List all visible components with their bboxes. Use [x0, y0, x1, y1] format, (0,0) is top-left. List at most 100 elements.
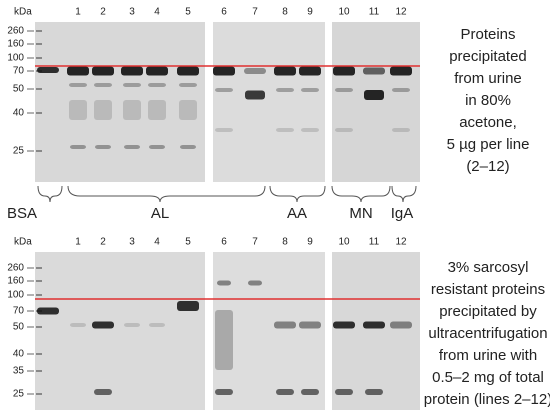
ladder-band — [36, 353, 42, 355]
caption-line: acetone, — [459, 114, 517, 131]
gel-segment — [213, 22, 325, 182]
caption-line: from urine with — [439, 347, 537, 364]
ladder-band — [36, 280, 42, 282]
lane-number: 6 — [221, 7, 227, 18]
gel-band — [123, 83, 141, 87]
gel-band — [333, 321, 355, 329]
gel-band — [149, 145, 165, 149]
lane-number: 1 — [75, 7, 81, 18]
gel-band — [94, 100, 112, 120]
lane-number: 8 — [282, 7, 288, 18]
caption-line: resistant proteins — [431, 281, 545, 298]
gel-band — [213, 66, 235, 76]
brace — [391, 185, 417, 203]
gel-band — [37, 307, 59, 315]
mw-marker: 50 — [13, 84, 25, 95]
mw-marker: 70 — [13, 66, 25, 77]
lane-number: 12 — [395, 7, 407, 18]
gel-band — [333, 66, 355, 76]
caption-line: from urine — [454, 70, 522, 87]
gel-band — [121, 66, 143, 76]
gel-band — [179, 100, 197, 120]
gel-band — [299, 321, 321, 329]
mw-marker: 70 — [13, 306, 25, 317]
ladder-band — [36, 150, 42, 152]
ladder-band — [36, 30, 42, 32]
gel-band — [301, 88, 319, 92]
caption-line: precipitated — [449, 48, 527, 65]
gel-band — [335, 88, 353, 92]
gel-band — [390, 66, 412, 76]
gel-band — [92, 66, 114, 76]
mw-marker: 25 — [13, 389, 25, 400]
lane-number: 8 — [282, 237, 288, 248]
lane-number: 4 — [154, 237, 160, 248]
group-label: AA — [287, 205, 307, 222]
gel-band — [94, 83, 112, 87]
mw-marker: 40 — [13, 108, 25, 119]
gel-band — [215, 310, 233, 370]
gel-band — [390, 321, 412, 329]
mw-marker: 40 — [13, 349, 25, 360]
lane-number: 9 — [307, 237, 313, 248]
gel-band — [245, 90, 265, 100]
lane-number: 5 — [185, 7, 191, 18]
gel-band — [215, 88, 233, 92]
lane-number: 10 — [338, 7, 350, 18]
brace — [269, 185, 326, 203]
caption-line: in 80% — [465, 92, 511, 109]
lane-number: 5 — [185, 237, 191, 248]
gel-band — [67, 66, 89, 76]
ladder-band — [36, 370, 42, 372]
gel-band — [276, 389, 294, 395]
gel-band — [274, 66, 296, 76]
caption-line: 3% sarcosyl — [448, 259, 529, 276]
group-braces — [37, 185, 417, 203]
gel-band — [70, 145, 86, 149]
caption-line: ultracentrifugation — [428, 325, 547, 342]
lane-number: 10 — [338, 237, 350, 248]
gel-band — [215, 128, 233, 132]
gel-band — [215, 389, 233, 395]
kda-label: kDa — [14, 237, 32, 248]
gel-band — [149, 323, 165, 327]
group-label: MN — [349, 205, 372, 222]
lane-number: 7 — [252, 7, 258, 18]
mw-marker: 100 — [7, 53, 24, 64]
caption-line: precipitated by — [439, 303, 537, 320]
lane-number: 3 — [129, 7, 135, 18]
gel-band — [392, 128, 410, 132]
brace — [37, 185, 63, 203]
gel-band — [217, 280, 231, 286]
mw-marker: 35 — [13, 366, 25, 377]
ladder-band — [36, 393, 42, 395]
gel-band — [37, 67, 59, 73]
gel-segment — [35, 22, 205, 182]
group-label: AL — [151, 205, 169, 222]
gel-band — [177, 66, 199, 76]
lane-number: 11 — [369, 7, 380, 18]
caption-line: 5 µg per line — [447, 136, 530, 153]
brace — [331, 185, 391, 203]
lane-number: 2 — [100, 237, 106, 248]
gel-band — [148, 83, 166, 87]
gel-band — [392, 88, 410, 92]
lane-number: 3 — [129, 237, 135, 248]
lane-number: 6 — [221, 237, 227, 248]
group-label: BSA — [7, 205, 37, 222]
lane-number: 9 — [307, 7, 313, 18]
mw-marker: 160 — [7, 39, 24, 50]
gel-band — [124, 323, 140, 327]
gel-segment — [332, 252, 420, 410]
ladder-band — [36, 294, 42, 296]
mw-marker: 25 — [13, 146, 25, 157]
caption-line: protein (lines 2–12) — [424, 391, 550, 408]
gel-band — [276, 88, 294, 92]
caption-line: (2–12) — [466, 158, 509, 175]
kda-label: kDa — [14, 7, 32, 18]
gel-band — [179, 83, 197, 87]
gel-band — [180, 145, 196, 149]
caption-line: Proteins — [460, 26, 515, 43]
ladder-band — [36, 57, 42, 59]
mw-marker: 260 — [7, 263, 24, 274]
